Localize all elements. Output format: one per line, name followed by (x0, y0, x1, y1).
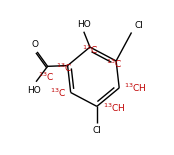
Text: HO: HO (27, 86, 41, 95)
Text: Cl: Cl (92, 126, 101, 135)
Text: O: O (32, 40, 39, 49)
Text: $^{13}$C: $^{13}$C (50, 86, 66, 99)
Text: $^{13}$C: $^{13}$C (106, 57, 122, 69)
Text: $^{13}$CH: $^{13}$CH (124, 82, 146, 94)
Text: Cl: Cl (135, 21, 144, 30)
Text: $^{13}$C: $^{13}$C (56, 62, 73, 74)
Text: HO: HO (77, 20, 91, 29)
Text: $^{13}$C: $^{13}$C (82, 43, 98, 56)
Text: $^{13}$C: $^{13}$C (38, 70, 54, 83)
Text: $^{13}$CH: $^{13}$CH (103, 102, 125, 114)
